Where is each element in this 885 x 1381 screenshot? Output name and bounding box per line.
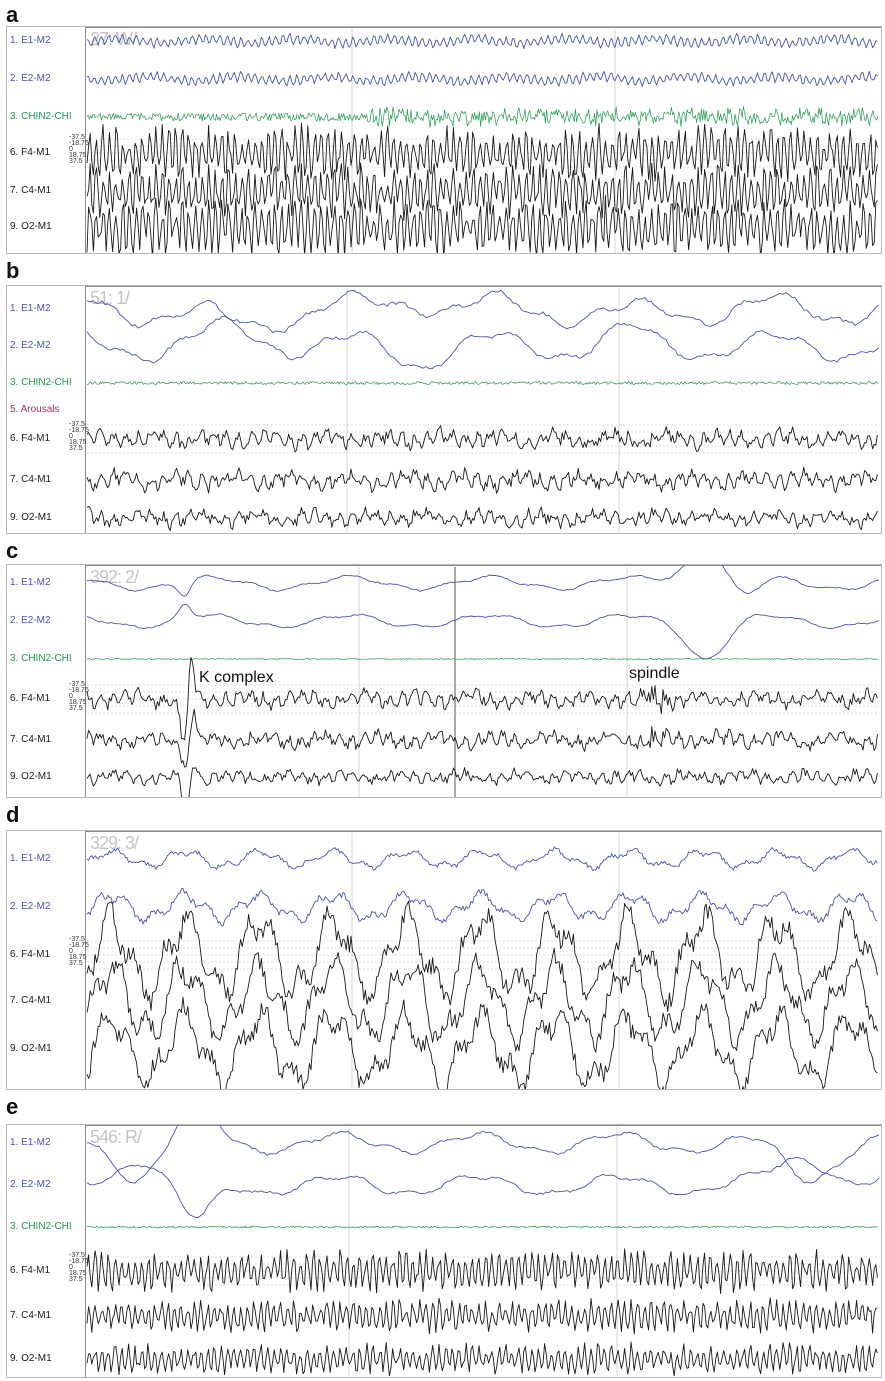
signal-trace-7-c4-m1 (87, 709, 877, 767)
signal-trace-2-e2-m2 (87, 604, 879, 659)
signal-trace-6-f4-m1 (87, 1249, 877, 1294)
panel-c: 392: 2/ 1. E1-M2 2. E2-M2 3. CHIN2-CHI 6… (6, 564, 882, 798)
signal-trace-6-f4-m1 (87, 657, 877, 739)
panel-letter-e: e (6, 1094, 18, 1120)
signal-trace-2-e2-m2 (87, 1158, 879, 1218)
signal-trace-6-f4-m1 (87, 901, 877, 1011)
signal-trace-6-f4-m1 (87, 123, 877, 182)
signal-trace-1-e1-m2 (87, 33, 877, 48)
signal-traces-a (7, 27, 881, 253)
panel-a: 27: W/ 1. E1-M2 2. E2-M2 3. CHIN2-CHI 6.… (6, 26, 882, 254)
signal-trace-3-chin2-chi (87, 659, 878, 660)
panel-letter-b: b (6, 258, 19, 284)
panel-e: 546: R/ 1. E1-M2 2. E2-M2 3. CHIN2-CHI 6… (6, 1124, 882, 1378)
signal-trace-1-e1-m2 (87, 565, 879, 596)
signal-trace-3-chin2-chi (87, 382, 878, 385)
signal-trace-3-chin2-chi (87, 1226, 878, 1228)
signal-trace-7-c4-m1 (87, 467, 877, 493)
signal-trace-1-e1-m2 (87, 847, 877, 871)
signal-traces-e (7, 1125, 881, 1377)
panel-d: 329: 3/ 1. E1-M2 2. E2-M2 6. F4-M1 -37.5… (6, 830, 882, 1090)
signal-trace-6-f4-m1 (87, 426, 877, 452)
panel-letter-a: a (6, 2, 18, 28)
signal-trace-3-chin2-chi (87, 107, 878, 128)
panel-letter-c: c (6, 538, 18, 564)
signal-trace-9-o2-m1 (87, 768, 877, 797)
signal-traces-b (7, 286, 881, 533)
signal-trace-7-c4-m1 (87, 1298, 877, 1334)
signal-trace-7-c4-m1 (87, 163, 877, 221)
signal-trace-2-e2-m2 (87, 316, 879, 369)
signal-trace-9-o2-m1 (87, 997, 877, 1089)
signal-traces-c (7, 565, 881, 797)
signal-trace-9-o2-m1 (87, 506, 877, 530)
signal-trace-1-e1-m2 (87, 1125, 879, 1183)
signal-trace-9-o2-m1 (87, 1342, 877, 1376)
signal-trace-1-e1-m2 (87, 290, 879, 333)
panel-b: 51: 1/ 1. E1-M2 2. E2-M2 3. CHIN2-CHI 5.… (6, 285, 882, 534)
signal-trace-2-e2-m2 (87, 71, 877, 86)
panel-letter-d: d (6, 802, 19, 828)
signal-traces-d (7, 831, 881, 1089)
